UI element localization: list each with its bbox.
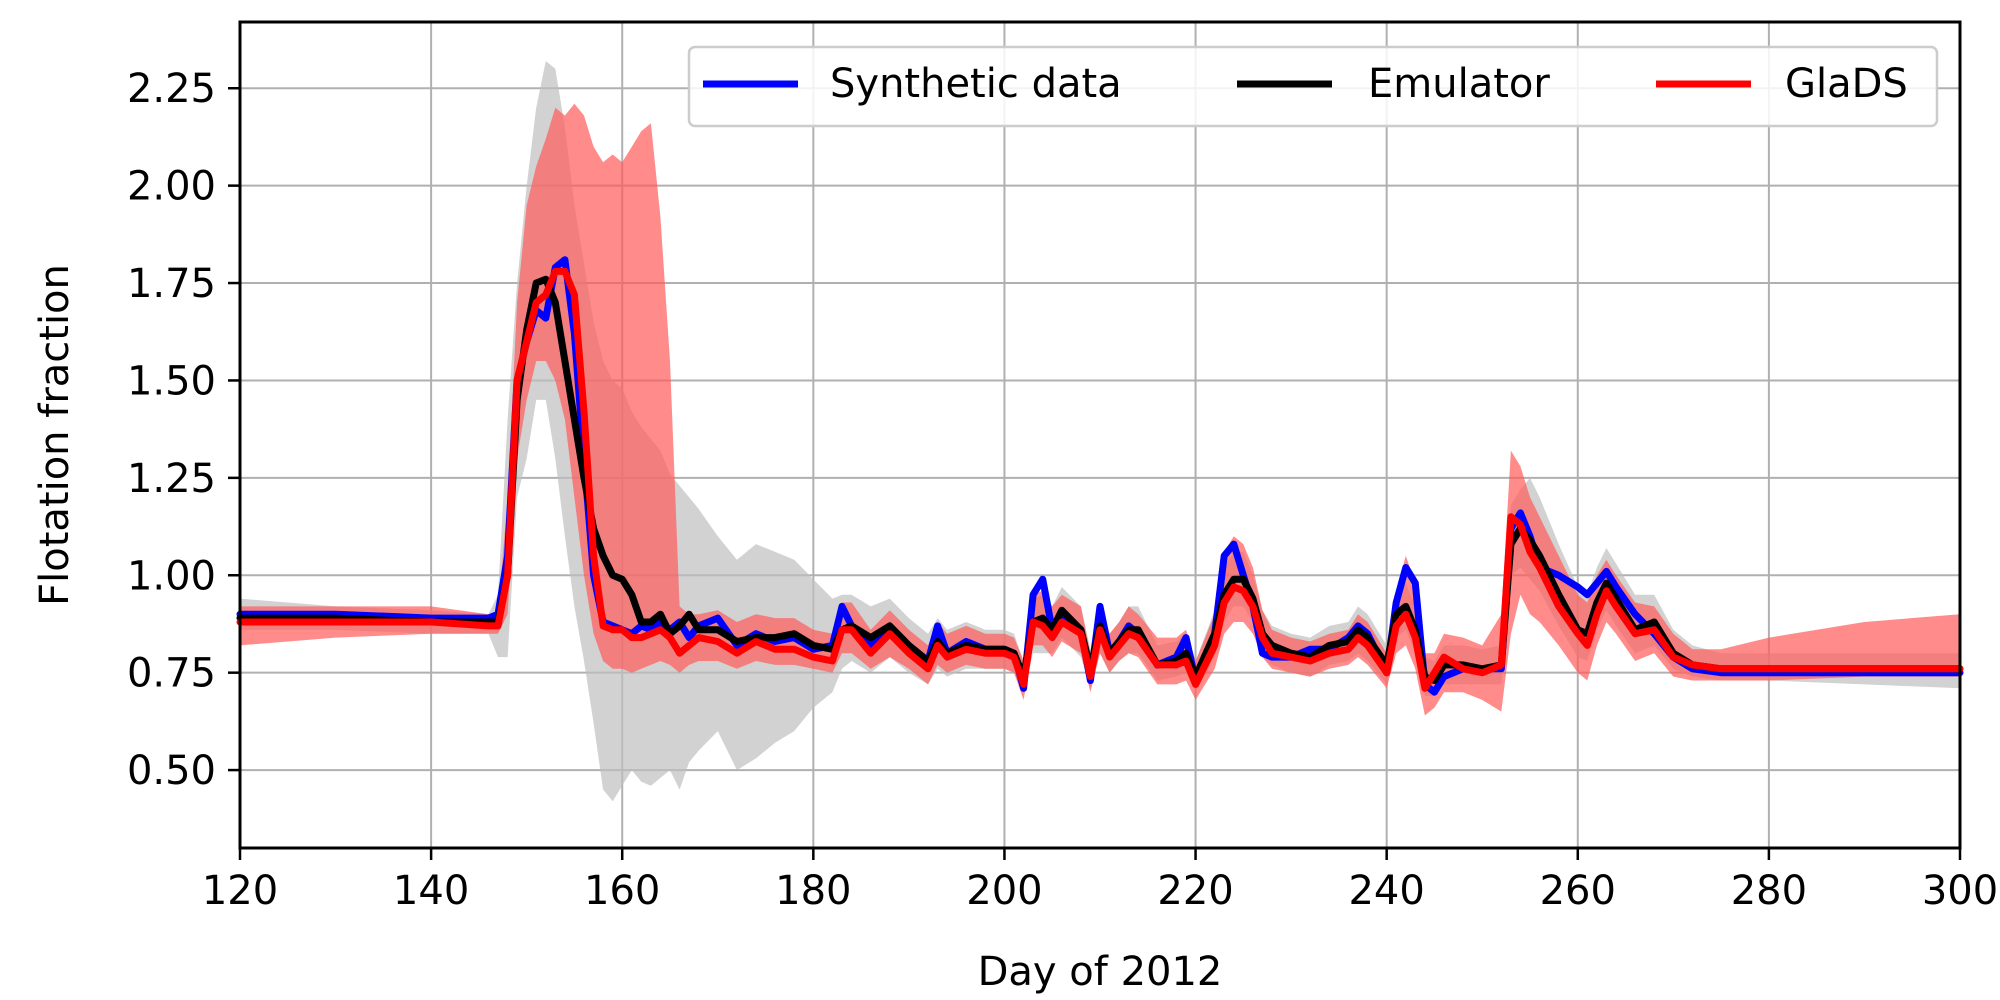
x-axis-label: Day of 2012 [978,949,1223,995]
uncertainty-bands [240,61,1960,802]
plot-area-background [240,22,1960,848]
y-tick-label: 0.75 [127,651,216,697]
series-lines [236,256,1964,696]
y-axis-label: Flotation fraction [32,264,78,606]
x-axis-ticks: 120 140 160 180 200 220 240 260 280 300 [202,848,1998,914]
band-glads [240,103,1960,716]
y-tick-label: 1.00 [127,553,216,599]
y-tick-label: 1.75 [127,261,216,307]
y-tick-label: 0.50 [127,748,216,794]
x-tick-label: 220 [1157,868,1233,914]
axes-frame [238,20,1962,850]
legend-label-emulator: Emulator [1368,61,1550,107]
x-tick-label: 240 [1348,868,1424,914]
x-tick-label: 280 [1731,868,1807,914]
x-tick-label: 260 [1540,868,1616,914]
legend: Synthetic data Emulator GlaDS [687,45,1939,128]
legend-label-glads: GlaDS [1785,61,1908,107]
series-line-glads [236,267,1964,692]
x-tick-label: 140 [393,868,469,914]
y-tick-label: 2.25 [127,66,216,112]
x-tick-label: 200 [966,868,1042,914]
y-axis-ticks: 0.50 0.75 1.00 1.25 1.50 1.75 2.00 2.25 [127,66,240,794]
x-tick-label: 300 [1922,868,1998,914]
y-tick-label: 1.50 [127,358,216,404]
y-tick-label: 1.25 [127,456,216,502]
x-tick-label: 160 [584,868,660,914]
x-tick-label: 120 [202,868,278,914]
y-tick-label: 2.00 [127,164,216,210]
x-tick-label: 180 [775,868,851,914]
legend-label-synthetic-data: Synthetic data [830,61,1122,107]
